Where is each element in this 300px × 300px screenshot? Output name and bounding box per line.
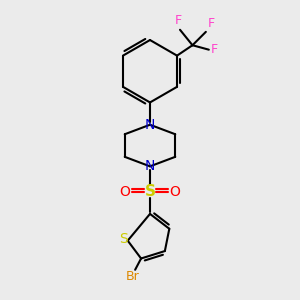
Text: F: F xyxy=(208,17,215,30)
Text: O: O xyxy=(169,184,180,199)
Text: Br: Br xyxy=(125,270,139,284)
Text: F: F xyxy=(211,43,218,56)
Text: N: N xyxy=(145,159,155,173)
Text: O: O xyxy=(120,184,130,199)
Text: F: F xyxy=(175,14,182,27)
Text: S: S xyxy=(119,232,128,246)
Text: S: S xyxy=(145,184,155,199)
Text: N: N xyxy=(145,118,155,132)
